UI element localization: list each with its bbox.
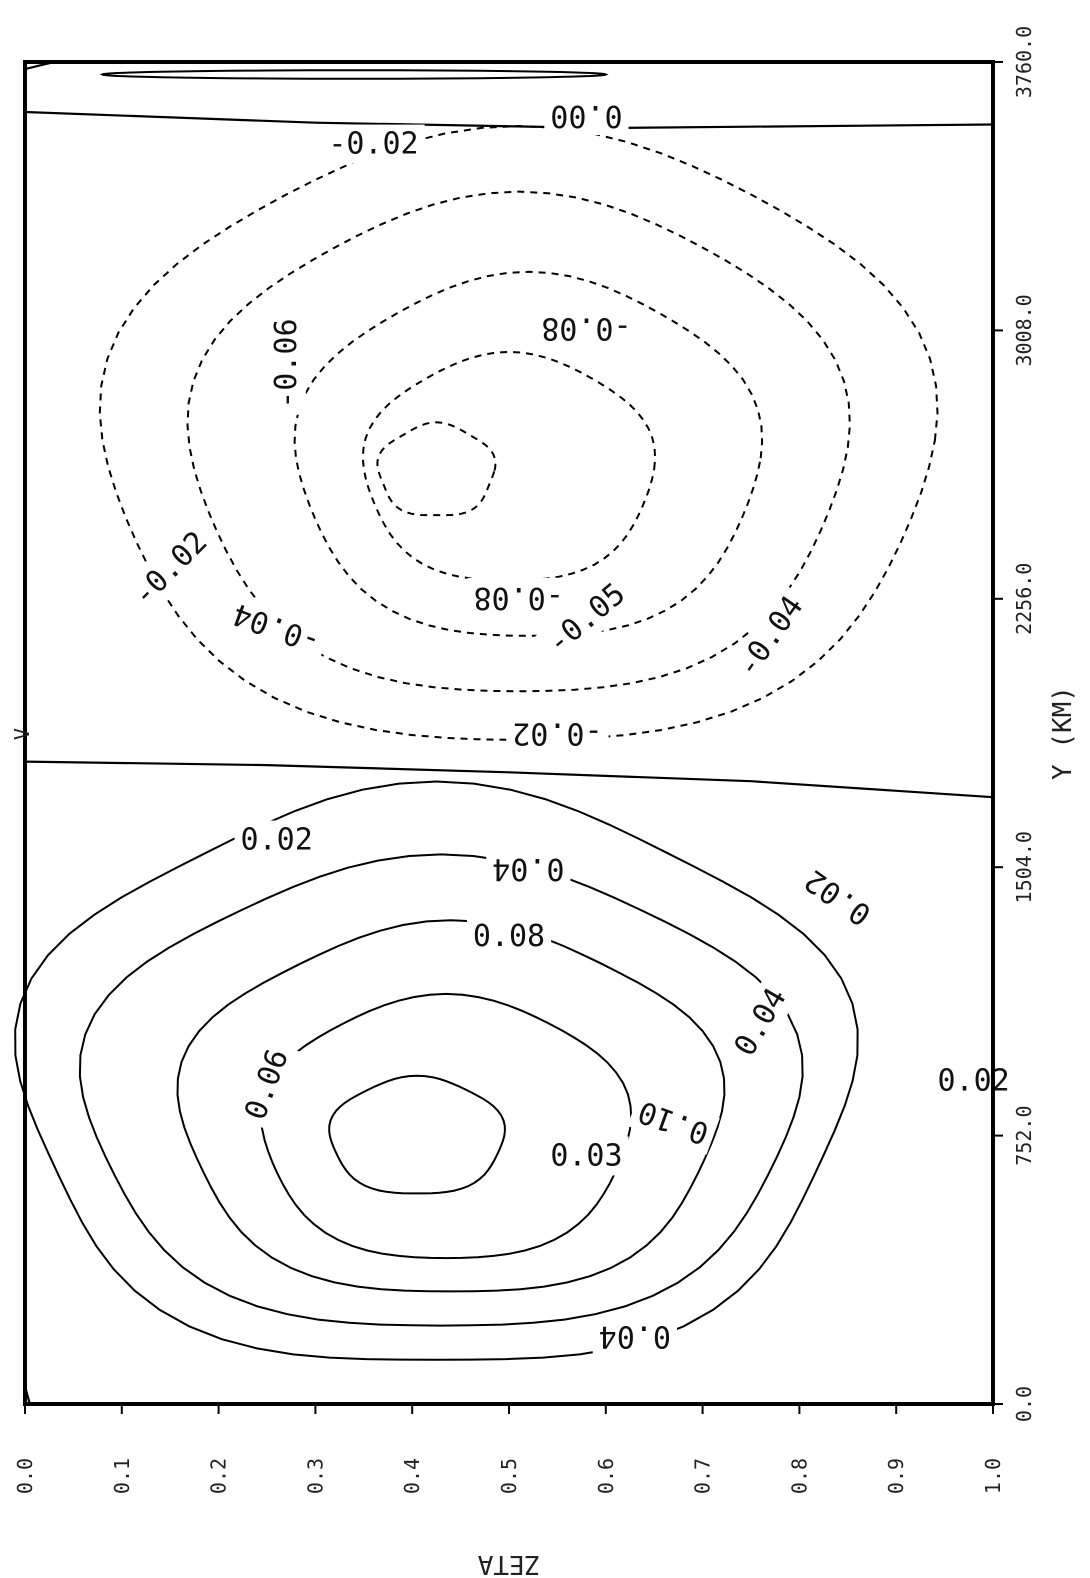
contour-pos-0.08 <box>259 992 633 1260</box>
contour-label-gap <box>234 820 319 860</box>
y-km-tick-label: 0.0 <box>1012 1386 1036 1422</box>
contour-labels: 0.00-0.02-0.08-0.06-0.02 -0.08-0.05 -0.04-… <box>120 96 1016 1356</box>
contour-label: -0.08 <box>474 580 564 615</box>
contour-label-gap <box>544 1136 629 1176</box>
y-km-tick-label: 752.0 <box>1012 1105 1036 1165</box>
zeta-tick-label: 0.1 <box>110 1458 134 1494</box>
zeta-tick-label: 0.5 <box>497 1458 521 1494</box>
y-km-tick-label: 1504.0 <box>1012 831 1036 903</box>
contour-label-gap <box>506 713 609 753</box>
contour-pos-0.10 <box>328 1074 506 1195</box>
contour-label-gap <box>486 849 571 889</box>
contour-label-gap <box>120 518 221 619</box>
contour-label-gap <box>627 1089 720 1155</box>
zeta-axis-ticks: 0.0 0.1 0.2 0.3 0.4 0.5 0.6 0.7 0.8 0.9 1.0 <box>13 1404 1005 1494</box>
contour-label-gap <box>725 583 816 690</box>
contour-label-gap <box>792 857 884 938</box>
contour-pos-0.04 <box>78 853 804 1327</box>
corner-v-label: V <box>10 728 34 740</box>
contour-label: 0.04 <box>599 1319 671 1354</box>
contour-neg-0.10-core <box>376 421 497 517</box>
zeta-tick-label: 0.9 <box>884 1458 908 1494</box>
contour-label-gap <box>722 975 799 1069</box>
contour-pos-0.02 <box>14 780 859 1361</box>
contour-zero-line-middle <box>24 760 994 799</box>
zeta-tick-label: 1.0 <box>981 1458 1005 1494</box>
contour-zero-line-top <box>24 110 994 130</box>
y-axis-title: ZETA <box>477 1549 540 1578</box>
zeta-tick-label: 0.3 <box>303 1458 327 1494</box>
contour-neg-0.08 <box>361 350 657 582</box>
zeta-tick-label: 0.2 <box>207 1458 231 1494</box>
y-km-axis-ticks: 0.0 752.0 1504.0 2256.0 3008.0 3760.0 <box>993 26 1036 1422</box>
contour-label: 0.03 <box>550 1138 622 1173</box>
contour-label-gap <box>544 96 629 136</box>
contour-label-gap <box>266 312 306 415</box>
zeta-tick-label: 0.0 <box>13 1458 37 1494</box>
contour-label: -0.02 <box>126 525 215 614</box>
contour-label-gap <box>931 1061 1016 1101</box>
contour-lines <box>14 60 994 1405</box>
contour-neg-0.02 <box>98 124 939 741</box>
contour-label-gap <box>467 577 570 617</box>
zeta-tick-label: 0.7 <box>691 1458 715 1494</box>
zeta-tick-label: 0.6 <box>594 1458 618 1494</box>
y-km-tick-label: 3760.0 <box>1012 26 1036 98</box>
contour-label: 0.04 <box>727 982 793 1062</box>
contour-label: 0.02 <box>938 1063 1010 1098</box>
contour-label: -0.04 <box>228 596 325 660</box>
zeta-tick-label: 0.8 <box>787 1458 811 1494</box>
contour-label-gap <box>234 1038 300 1131</box>
contour-neg-0.04 <box>186 190 851 693</box>
contour-label: -0.06 <box>269 318 304 408</box>
contour-label-gap <box>466 916 552 956</box>
y-km-tick-label: 3008.0 <box>1012 294 1036 366</box>
contour-label: -0.02 <box>328 127 418 162</box>
contour-label-gap <box>534 570 639 667</box>
zeta-tick-label: 0.4 <box>400 1458 424 1494</box>
contour-neg-0.06 <box>293 270 764 637</box>
contour-label: -0.02 <box>512 716 602 751</box>
contour-label-gap <box>221 591 332 664</box>
contour-label-gap <box>592 1316 677 1356</box>
contour-label-gap <box>322 124 425 164</box>
contour-thin-positive-cell <box>99 69 609 80</box>
y-km-tick-label: 2256.0 <box>1012 563 1036 635</box>
contour-label-gap <box>535 308 638 348</box>
contour-pos-0.06 <box>176 919 726 1293</box>
contour-label: 0.02 <box>241 823 313 858</box>
contour-label: 0.00 <box>550 98 622 133</box>
contour-label: -0.08 <box>541 310 631 345</box>
x-axis-title: Y (KM) <box>1048 686 1078 780</box>
contour-label: 0.04 <box>492 851 564 886</box>
contour-label: 0.08 <box>473 919 545 954</box>
